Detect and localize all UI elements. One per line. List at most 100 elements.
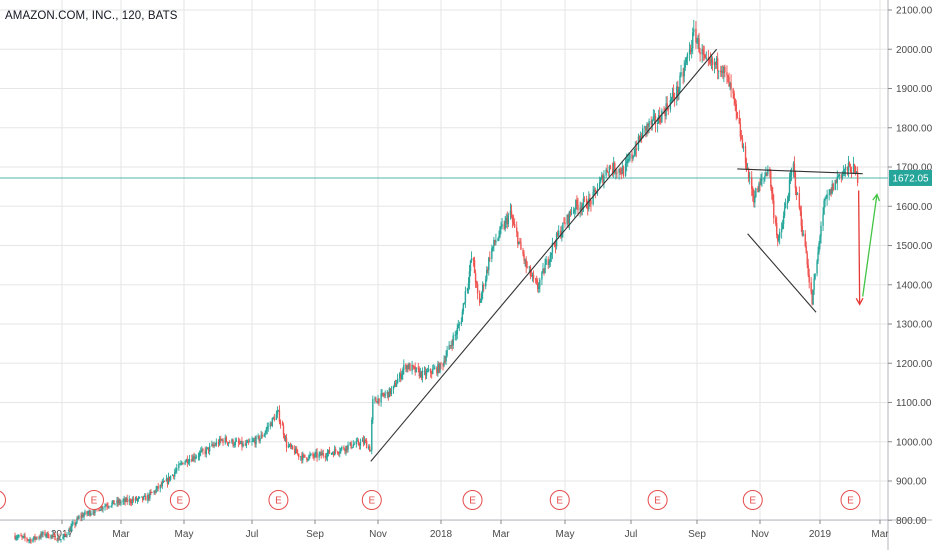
candle-body bbox=[381, 393, 383, 394]
candle-body bbox=[257, 436, 259, 437]
candle-body bbox=[155, 489, 157, 493]
candle-body bbox=[646, 124, 648, 131]
candle-body bbox=[17, 536, 19, 538]
candle-body bbox=[186, 459, 189, 464]
candle-body bbox=[717, 70, 720, 72]
candle-body bbox=[432, 368, 434, 374]
candle-body bbox=[45, 535, 47, 537]
candle-body bbox=[787, 197, 790, 201]
candle-body bbox=[568, 211, 571, 224]
candle-body bbox=[513, 224, 516, 228]
candle-body bbox=[576, 200, 578, 205]
candle-body bbox=[179, 463, 181, 465]
candle-body bbox=[469, 261, 472, 272]
candle-body bbox=[114, 503, 116, 505]
candle-body bbox=[89, 510, 91, 515]
candle-body bbox=[516, 227, 518, 233]
candle-body bbox=[384, 393, 386, 396]
candle-body bbox=[218, 438, 221, 445]
candle-body bbox=[652, 116, 655, 120]
candle-body bbox=[807, 264, 809, 275]
candle-body bbox=[211, 444, 213, 446]
candle-body bbox=[727, 75, 729, 77]
candle-body bbox=[800, 211, 803, 226]
candle-body bbox=[137, 497, 140, 500]
candle-body bbox=[444, 360, 446, 362]
candle-body bbox=[319, 452, 321, 454]
x-tick-label: Nov bbox=[369, 529, 387, 540]
candle-body bbox=[711, 59, 714, 65]
candle-body bbox=[550, 252, 553, 256]
candle-body bbox=[24, 535, 26, 539]
candle-body bbox=[616, 172, 618, 174]
candle-body bbox=[605, 169, 607, 176]
y-tick-label: 1400.00 bbox=[896, 280, 932, 291]
candle-body bbox=[38, 537, 40, 539]
candle-body bbox=[519, 241, 521, 243]
candle-body bbox=[747, 168, 750, 179]
x-tick-label: 2019 bbox=[809, 529, 832, 540]
trendline bbox=[370, 48, 718, 462]
candle-body bbox=[688, 49, 691, 54]
earnings-marker bbox=[0, 490, 6, 510]
candle-body bbox=[83, 514, 85, 518]
candle-body bbox=[131, 499, 134, 503]
candle-body bbox=[439, 363, 441, 373]
x-tick-label: Mar bbox=[112, 529, 130, 540]
candle-body bbox=[57, 536, 59, 541]
candle-body bbox=[726, 72, 728, 76]
candle-body bbox=[532, 275, 535, 279]
candle-body bbox=[708, 58, 711, 61]
candle-body bbox=[16, 537, 18, 539]
candle-body bbox=[449, 345, 451, 347]
candle-body bbox=[346, 445, 348, 450]
candle-body bbox=[306, 457, 308, 460]
candle-body bbox=[75, 522, 77, 526]
candle-body bbox=[804, 233, 806, 247]
candle-body bbox=[856, 171, 859, 183]
candle-body bbox=[222, 439, 224, 443]
candle-body bbox=[74, 522, 76, 526]
candle-body bbox=[175, 470, 177, 473]
candle-body bbox=[751, 177, 753, 190]
candle-body bbox=[395, 383, 398, 387]
candle-body bbox=[679, 75, 681, 89]
earnings-marker bbox=[268, 490, 289, 510]
candle-body bbox=[776, 223, 778, 236]
candle-body bbox=[696, 40, 698, 43]
candle-body bbox=[500, 226, 502, 228]
candle-body bbox=[344, 449, 346, 452]
candle-body bbox=[403, 364, 405, 370]
candle-body bbox=[276, 410, 279, 415]
candle-body bbox=[545, 259, 547, 265]
candle-body bbox=[689, 49, 692, 52]
candle-body bbox=[321, 453, 323, 456]
candle-body bbox=[522, 249, 524, 255]
candle-body bbox=[754, 196, 756, 203]
candle-body bbox=[767, 169, 769, 175]
candle-body bbox=[34, 536, 36, 539]
y-tick-label: 800.00 bbox=[896, 516, 927, 527]
candle-body bbox=[777, 237, 780, 241]
earnings-label: E bbox=[749, 496, 756, 507]
candle-body bbox=[359, 441, 362, 446]
candle-body bbox=[318, 453, 320, 458]
current-price-tag-label: 1672.05 bbox=[892, 173, 929, 184]
candle-body bbox=[648, 120, 650, 127]
candle-body bbox=[412, 364, 414, 367]
candle-body bbox=[39, 537, 41, 539]
candle-body bbox=[653, 115, 656, 117]
candle-body bbox=[476, 284, 479, 294]
candle-body bbox=[811, 292, 813, 305]
candle-body bbox=[331, 452, 334, 454]
candle-body bbox=[705, 57, 707, 59]
x-tick-label: Mar bbox=[492, 529, 510, 540]
earnings-marker bbox=[840, 490, 861, 510]
candle-body bbox=[22, 536, 24, 538]
candle-body bbox=[388, 388, 391, 398]
candle-body bbox=[531, 275, 534, 277]
candle-body bbox=[644, 126, 646, 129]
candle-body bbox=[202, 449, 204, 451]
